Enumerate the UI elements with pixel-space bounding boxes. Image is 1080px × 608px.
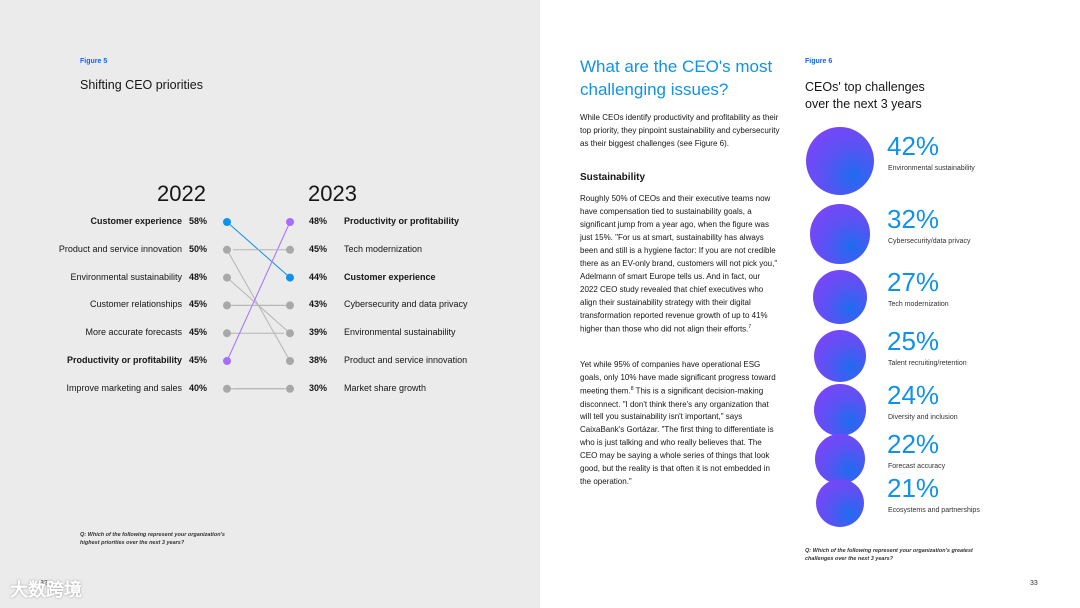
row-2022-label: Productivity or profitability: [66, 355, 182, 365]
row-2022-label: Environmental sustainability: [70, 271, 182, 282]
dot-2022: [223, 301, 231, 310]
challenge-bubble: [814, 384, 866, 436]
right-page: What are the CEO's most challenging issu…: [540, 0, 1080, 608]
page-number-left: 32: [40, 580, 48, 587]
row-2023-label: Product and service innovation: [344, 355, 468, 365]
dot-2023: [286, 218, 294, 226]
watermark-logo: 大数跨境: [10, 580, 82, 600]
challenge-pct: 42%: [887, 131, 940, 161]
dot-2022: [223, 245, 231, 254]
figure-5-title: Shifting CEO priorities: [80, 78, 203, 92]
challenge-label: Environmental sustainability: [888, 165, 975, 172]
row-2023-label: Productivity or profitability: [344, 216, 460, 226]
row-2023-label: Tech modernization: [344, 243, 423, 254]
challenge-pct: 27%: [887, 267, 940, 297]
section-heading: What are the CEO's most challenging issu…: [580, 57, 773, 99]
paragraph-text: Roughly 50% of CEOs and their executive …: [580, 194, 778, 334]
intro-paragraph: While CEOs identify productivity and pro…: [580, 113, 780, 148]
footnote-ref: 7: [748, 323, 752, 330]
challenge-label: Ecosystems and partnerships: [888, 507, 980, 514]
row-2023-pct: 39%: [309, 327, 328, 338]
challenge-bubble: [806, 127, 874, 195]
figure-6-title: CEOs' top challenges over the next 3 yea…: [805, 79, 925, 113]
row-2023-label: Cybersecurity and data privacy: [344, 299, 468, 310]
challenge-bubble: [815, 434, 865, 484]
row-2022-pct: 50%: [189, 243, 208, 254]
footnote-line: Q: Which of the following represent your…: [80, 532, 225, 538]
row-2023-label: Environmental sustainability: [344, 327, 456, 338]
challenge-label: Tech modernization: [888, 301, 949, 308]
row-2023-pct: 48%: [309, 216, 328, 226]
row-2022-pct: 58%: [189, 216, 208, 226]
dot-2023: [286, 329, 294, 338]
row-2023-label: Customer experience: [344, 271, 436, 282]
row-2022-label: More accurate forecasts: [85, 327, 182, 338]
challenge-label: Talent recruiting/retention: [888, 360, 967, 367]
row-2022-pct: 45%: [189, 299, 208, 310]
footnote-line: challenges over the next 3 years?: [805, 555, 894, 562]
challenge-pct: 21%: [887, 473, 940, 503]
dot-2023: [286, 357, 294, 365]
slope-chart: [223, 218, 294, 393]
page-number-right: 33: [1030, 580, 1038, 587]
challenge-pct: 25%: [887, 326, 940, 356]
paragraph-text: This is a significant decision-making di…: [580, 386, 774, 487]
dot-2023: [286, 273, 294, 282]
figure-title-line: CEOs' top challenges: [805, 80, 925, 94]
row-2023-pct: 43%: [309, 299, 328, 310]
challenge-bubble: [813, 329, 867, 383]
row-2022-label: Customer relationships: [89, 299, 182, 310]
row-2022-pct: 40%: [189, 382, 208, 393]
challenge-bubble: [815, 478, 865, 528]
dot-2022: [223, 273, 231, 282]
left-page: Figure 5 Shifting CEO priorities 2022 20…: [0, 0, 540, 608]
row-2022-label: Improve marketing and sales: [66, 382, 182, 393]
challenge-bubble: [810, 204, 870, 264]
challenge-pct: 22%: [887, 429, 940, 459]
sustainability-paragraph-1: Roughly 50% of CEOs and their executive …: [580, 193, 780, 336]
year-2022: 2022: [157, 181, 206, 206]
challenge-bubble: [812, 269, 868, 325]
challenge-pct: 24%: [887, 380, 940, 410]
sustainability-subhead: Sustainability: [580, 172, 646, 183]
dot-2023: [286, 245, 294, 254]
dot-2022: [223, 357, 231, 365]
dot-2023: [286, 384, 294, 393]
figure-5-label: Figure 5: [80, 58, 108, 65]
challenge-label: Diversity and inclusion: [888, 414, 958, 421]
year-2023: 2023: [308, 181, 357, 206]
row-2023-pct: 45%: [309, 243, 328, 254]
paragraph-text: Yet while 95% of companies have operatio…: [580, 360, 776, 396]
sustainability-paragraph-2: Yet while 95% of companies have operatio…: [580, 359, 780, 489]
dot-2022: [223, 384, 231, 393]
dot-2022: [223, 218, 231, 226]
row-2022-label: Product and service innovation: [58, 243, 182, 254]
challenge-label: Forecast accuracy: [888, 463, 946, 470]
row-2022-pct: 48%: [189, 271, 208, 282]
figure-6-label: Figure 6: [805, 58, 833, 65]
challenge-pct: 32%: [887, 204, 940, 234]
row-2023-pct: 44%: [309, 271, 328, 282]
figure-6-footnote: Q: Which of the following represent your…: [805, 548, 973, 564]
connector-line: [226, 221, 291, 362]
challenge-label: Cybersecurity/data privacy: [888, 238, 971, 245]
figure-5-footnote: Q: Which of the following represent your…: [80, 532, 225, 548]
footnote-line: highest priorities over the next 3 years…: [80, 539, 185, 546]
row-2023-label: Market share growth: [344, 382, 427, 393]
row-2023-pct: 38%: [309, 355, 328, 365]
dot-2022: [223, 329, 231, 338]
footnote-ref: 8: [630, 385, 634, 392]
row-2022-label: Customer experience: [90, 216, 182, 226]
footnote-line: Q: Which of the following represent your…: [805, 548, 973, 554]
row-2022-pct: 45%: [189, 327, 208, 338]
dot-2023: [286, 301, 294, 310]
row-2022-pct: 45%: [189, 355, 208, 365]
row-2023-pct: 30%: [309, 382, 328, 393]
figure-title-line: over the next 3 years: [805, 96, 922, 111]
